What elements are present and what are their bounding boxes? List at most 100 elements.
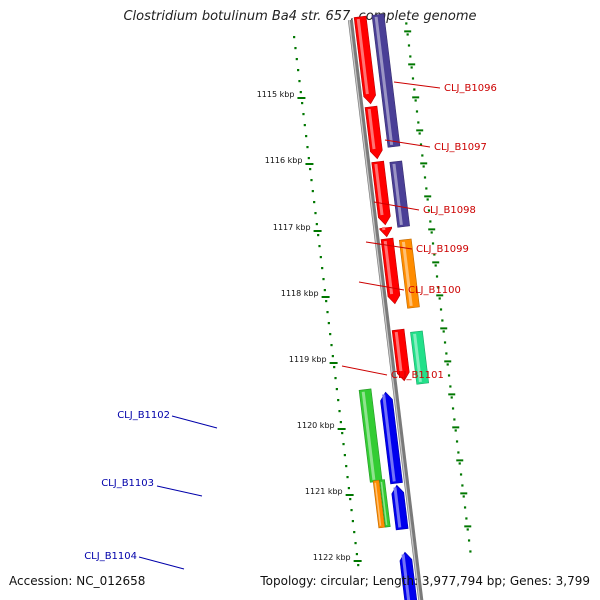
ruler-label: 1119 kbp bbox=[289, 355, 327, 364]
gene-arrow-highlight bbox=[356, 18, 369, 95]
guide-dot bbox=[330, 343, 333, 347]
guide-dot bbox=[454, 429, 457, 432]
gene-arrow-clj-b1097 bbox=[364, 105, 383, 160]
guide-dot bbox=[414, 99, 417, 102]
guide-dot bbox=[306, 145, 309, 149]
guide-dot bbox=[406, 33, 409, 36]
guide-dot bbox=[317, 233, 320, 237]
guide-dot bbox=[322, 277, 325, 281]
gene-arrow-highlight bbox=[374, 163, 384, 216]
backbone-line bbox=[347, 19, 424, 600]
guide-dot bbox=[439, 308, 443, 311]
guide-dot bbox=[346, 475, 349, 479]
guide-dot bbox=[319, 255, 322, 259]
ruler-label: 1122 kbp bbox=[313, 553, 351, 562]
guide-dot bbox=[295, 57, 298, 61]
guide-dot bbox=[433, 253, 436, 256]
guide-dot bbox=[326, 310, 329, 314]
gene-label-leader bbox=[384, 139, 431, 148]
gene-label: CLJ_B1100 bbox=[408, 285, 461, 296]
gene-arrow-highlight bbox=[394, 331, 403, 372]
guide-dot bbox=[445, 352, 448, 355]
guide-dot bbox=[339, 420, 342, 424]
guide-dot bbox=[453, 418, 456, 421]
right-guide-dots bbox=[405, 22, 472, 553]
gene-arrow-clj-b1096 bbox=[353, 15, 376, 105]
gene-arrow-clj-b1098 bbox=[371, 160, 391, 226]
backbone-highlight bbox=[348, 19, 421, 600]
guide-dot bbox=[429, 220, 432, 223]
guide-dot bbox=[413, 88, 416, 91]
guide-dot bbox=[333, 365, 336, 369]
guide-dot bbox=[467, 539, 471, 542]
gene-label: CLJ_B1103 bbox=[101, 478, 154, 489]
guide-dot bbox=[423, 176, 427, 179]
guide-dot bbox=[305, 134, 308, 138]
gene-label: CLJ_B1101 bbox=[391, 370, 444, 381]
ruler-label: 1116 kbp bbox=[265, 156, 303, 165]
gene-arrow-highlight bbox=[374, 16, 394, 146]
gene-label-leader bbox=[373, 201, 420, 211]
guide-dot bbox=[446, 363, 449, 366]
guide-dot bbox=[425, 187, 428, 190]
guide-dot bbox=[341, 431, 344, 435]
guide-dot bbox=[447, 374, 451, 377]
gene-arrow-highlight bbox=[413, 333, 422, 383]
gene-label: CLJ_B1098 bbox=[423, 205, 476, 216]
guide-dot bbox=[438, 297, 441, 300]
gene-arrow-clj-b1103 bbox=[379, 479, 391, 528]
guide-dot bbox=[435, 275, 439, 278]
gene-arrow-highlight bbox=[382, 394, 396, 482]
gene-arrow-clj-b1102 bbox=[358, 388, 383, 483]
guide-dot bbox=[419, 143, 423, 146]
gene-label: CLJ_B1099 bbox=[416, 244, 469, 255]
gene-label-leader bbox=[156, 485, 203, 497]
guide-dot bbox=[343, 453, 346, 457]
guide-dot bbox=[463, 506, 467, 509]
guide-dot bbox=[462, 495, 465, 498]
guide-dot bbox=[437, 286, 440, 289]
guide-dot bbox=[335, 387, 338, 391]
gene-arrow-purple-1 bbox=[371, 13, 401, 148]
guide-dot bbox=[415, 110, 419, 113]
gene-arrow-orange-2 bbox=[372, 479, 386, 529]
guide-dot bbox=[302, 112, 305, 116]
guide-dot bbox=[450, 396, 453, 399]
gene-arrow-body bbox=[379, 226, 393, 238]
gene-arrow-highlight bbox=[361, 391, 376, 481]
guide-dot bbox=[347, 486, 350, 490]
gene-label-leader bbox=[393, 81, 441, 89]
guide-dot bbox=[427, 209, 431, 212]
guide-dot bbox=[426, 198, 429, 201]
guide-dot bbox=[430, 231, 433, 234]
genome-summary-text: Topology: circular; Length: 3,977,794 bp… bbox=[260, 574, 590, 588]
accession-text: Accession: NC_012658 bbox=[9, 574, 146, 588]
guide-dot bbox=[465, 517, 468, 520]
guide-dot bbox=[441, 319, 444, 322]
gene-arrow-purple-2 bbox=[389, 160, 410, 228]
gene-arrow-highlight bbox=[367, 108, 376, 150]
guide-dot bbox=[461, 484, 464, 487]
guide-dot bbox=[309, 167, 312, 171]
map-title: Clostridium botulinum Ba4 str. 657, comp… bbox=[123, 9, 477, 24]
guide-dot bbox=[418, 132, 421, 135]
guide-dot bbox=[407, 44, 411, 47]
guide-dot bbox=[325, 299, 328, 303]
guide-dot bbox=[345, 464, 348, 468]
gene-label: CLJ_B1104 bbox=[84, 551, 137, 562]
guide-dot bbox=[299, 90, 302, 94]
guide-dot bbox=[469, 550, 472, 553]
guide-dot bbox=[353, 530, 356, 534]
guide-dot bbox=[337, 398, 340, 402]
guide-dot bbox=[451, 407, 455, 410]
gene-arrow-body bbox=[358, 388, 383, 483]
gene-label-leader bbox=[171, 415, 218, 429]
guide-dot bbox=[314, 211, 317, 215]
gene-arrow-highlight bbox=[374, 482, 382, 526]
guide-dot bbox=[329, 332, 332, 336]
guide-dot bbox=[298, 79, 301, 83]
guide-dot bbox=[342, 442, 345, 446]
gene-arrow-highlight bbox=[392, 163, 403, 226]
